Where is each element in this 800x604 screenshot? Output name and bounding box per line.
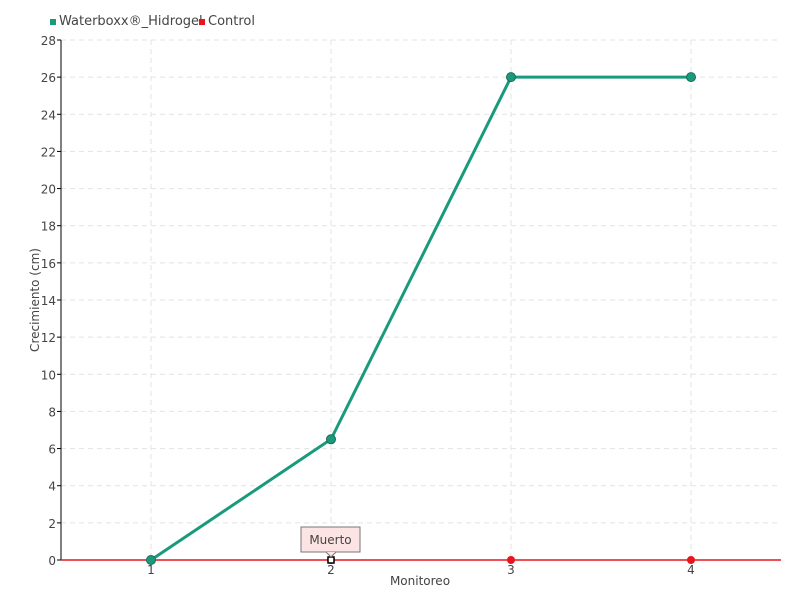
y-tick-label: 12 — [41, 331, 56, 345]
data-point-waterboxx — [686, 72, 696, 83]
annotated-point-marker — [327, 556, 335, 564]
legend-label-control[interactable]: Control — [208, 14, 255, 29]
data-point-waterboxx — [506, 72, 516, 83]
y-tick-label: 18 — [41, 220, 56, 234]
legend-swatch-control — [199, 19, 205, 25]
x-tick-label: 2 — [327, 563, 335, 577]
y-axis-label: Crecimiento (cm) — [28, 248, 42, 352]
y-tick-label: 22 — [41, 145, 56, 159]
legend-label-waterboxx[interactable]: Waterboxx®_Hidrogel — [59, 14, 203, 29]
y-tick-label: 20 — [41, 183, 56, 197]
data-point-control — [507, 556, 515, 564]
series-line-waterboxx — [150, 75, 691, 562]
y-tick-label: 8 — [48, 405, 56, 419]
y-tick-label: 6 — [48, 443, 56, 457]
x-tick-label: 1 — [147, 563, 155, 577]
grid — [61, 39, 781, 560]
x-tick-label: 3 — [507, 563, 515, 577]
y-tick-label: 2 — [48, 517, 56, 531]
y-tick-label: 28 — [41, 34, 56, 48]
y-tick-label: 4 — [48, 480, 56, 494]
y-tick-label: 16 — [41, 257, 56, 271]
y-tick-label: 0 — [48, 554, 56, 568]
y-tick-label: 24 — [41, 108, 56, 122]
x-tick-label: 4 — [687, 563, 695, 577]
tooltip-pointer — [325, 551, 337, 558]
data-point-control — [687, 556, 695, 564]
x-axis-label: Monitoreo — [390, 574, 450, 588]
y-tick-label: 26 — [41, 71, 56, 85]
legend-swatch-waterboxx — [50, 19, 56, 25]
y-tick-label: 10 — [41, 368, 56, 382]
annotation-tooltip: Muerto — [300, 526, 361, 558]
series-layer — [61, 72, 781, 565]
legend[interactable]: Waterboxx®_Hidrogel Control — [50, 14, 255, 29]
y-tick-label: 14 — [41, 294, 56, 308]
data-point-waterboxx — [146, 555, 156, 565]
annotation-text: Muerto — [309, 533, 351, 547]
data-point-waterboxx — [326, 434, 336, 445]
